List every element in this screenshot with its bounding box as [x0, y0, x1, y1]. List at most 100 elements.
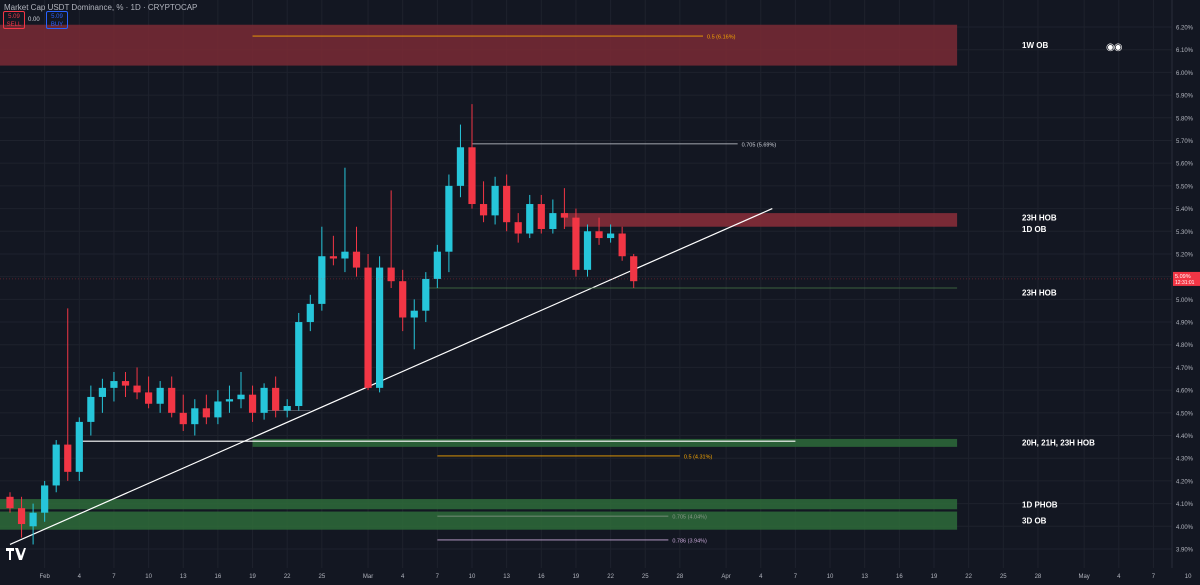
candle-body: [237, 394, 245, 400]
y-tick-label: 6.20%: [1176, 26, 1194, 32]
zone-box: [0, 24, 958, 66]
x-tick-label: 22: [965, 574, 972, 580]
x-tick-label: Feb: [39, 574, 50, 580]
x-tick-label: 16: [215, 574, 222, 580]
buy-label: BUY: [50, 22, 64, 28]
x-tick-label: 16: [896, 574, 903, 580]
candle-body: [29, 512, 37, 527]
candle-body: [87, 396, 95, 422]
candle-body: [479, 204, 488, 216]
x-tick-label: 13: [503, 574, 510, 580]
price-axis[interactable]: [1172, 0, 1200, 585]
spread-value: 0.00: [28, 17, 40, 23]
buy-price: 5.09: [51, 14, 63, 20]
x-tick-label: 7: [112, 574, 116, 580]
x-tick-label: 4: [759, 574, 763, 580]
candle-body: [445, 185, 453, 252]
buy-button[interactable]: 5.09 BUY: [46, 11, 68, 29]
trend-line: [9, 208, 773, 546]
zone-label: 1D PHOB: [1022, 501, 1058, 510]
y-tick-label: 3.90%: [1176, 548, 1194, 554]
candle-body: [503, 185, 511, 223]
candle-body: [121, 381, 130, 386]
x-tick-label: 4: [1117, 574, 1121, 580]
y-tick-label: 4.90%: [1176, 321, 1194, 327]
x-tick-label: 10: [145, 574, 152, 580]
y-tick-label: 5.50%: [1176, 184, 1194, 190]
candle-body: [191, 408, 199, 425]
candle-body: [433, 251, 441, 279]
candle-body: [248, 394, 257, 413]
x-tick-label: 28: [1035, 574, 1042, 580]
candle-body: [64, 444, 72, 472]
time-axis[interactable]: [0, 568, 1172, 585]
candle-body: [145, 392, 153, 404]
candle-body: [202, 408, 210, 418]
candle-body: [376, 267, 384, 388]
y-tick-label: 4.40%: [1176, 434, 1194, 440]
y-tick-label: 4.50%: [1176, 411, 1194, 417]
x-tick-label: 10: [469, 574, 476, 580]
x-tick-label: 4: [401, 574, 405, 580]
candle-body: [133, 385, 141, 393]
y-tick-label: 6.10%: [1176, 48, 1194, 54]
candle-body: [607, 233, 615, 239]
fib-level-label: 0.5 (6.16%): [707, 35, 736, 41]
candle-body: [549, 213, 557, 229]
x-tick-label: Mar: [363, 574, 373, 580]
candle-body: [110, 381, 118, 388]
y-tick-label: 5.40%: [1176, 207, 1194, 213]
candle-body: [329, 256, 337, 259]
countdown-label: 12:31:01: [1175, 280, 1195, 286]
y-tick-label: 4.20%: [1176, 479, 1194, 485]
y-tick-label: 5.70%: [1176, 139, 1194, 145]
candle-body: [260, 387, 268, 413]
zone-label: 3D OB: [1022, 517, 1047, 526]
candle-body: [6, 496, 14, 509]
candle-body: [618, 233, 626, 257]
fib-level-label: 0.705 (5.69%): [742, 142, 777, 148]
x-tick-label: 19: [931, 574, 938, 580]
candle-body: [295, 322, 303, 407]
zone-box: [252, 438, 958, 447]
candle-body: [283, 406, 291, 411]
candle-body: [318, 256, 326, 304]
y-tick-label: 5.00%: [1176, 298, 1194, 304]
x-tick-label: 13: [180, 574, 187, 580]
x-tick-label: 28: [677, 574, 684, 580]
zone-box: [564, 213, 958, 227]
x-tick-label: 25: [1000, 574, 1007, 580]
zone-label: 1W OB: [1022, 41, 1048, 50]
candle-body: [41, 485, 49, 513]
y-tick-label: 4.30%: [1176, 457, 1194, 463]
x-tick-label: Apr: [721, 574, 730, 580]
fib-level-label: 0.5 (4.31%): [684, 454, 713, 460]
x-tick-label: 10: [827, 574, 834, 580]
y-tick-label: 6.00%: [1176, 71, 1194, 77]
zone-box: [0, 511, 958, 530]
candle-body: [560, 213, 568, 218]
candle-body: [17, 508, 26, 525]
candle-body: [468, 147, 476, 205]
y-tick-label: 5.90%: [1176, 94, 1194, 100]
candle-body: [572, 217, 580, 270]
candle-body: [75, 421, 83, 472]
chart-title: Market Cap USDT Dominance, % · 1D · CRYP…: [4, 3, 198, 12]
y-tick-label: 4.80%: [1176, 343, 1194, 349]
x-tick-label: 25: [319, 574, 326, 580]
y-tick-label: 5.30%: [1176, 230, 1194, 236]
candle-body: [156, 387, 164, 404]
sell-button[interactable]: 5.09 SELL: [3, 11, 25, 29]
x-tick-label: 7: [1152, 574, 1156, 580]
candle-body: [341, 251, 349, 259]
y-tick-label: 5.80%: [1176, 116, 1194, 122]
zone-label: 23H HOB: [1022, 289, 1057, 298]
current-price-label: 5.09%: [1175, 274, 1191, 280]
candle-body: [491, 185, 499, 216]
candle-body: [225, 399, 234, 402]
x-tick-label: 19: [573, 574, 580, 580]
candle-body: [595, 231, 603, 239]
candle-body: [179, 412, 187, 425]
